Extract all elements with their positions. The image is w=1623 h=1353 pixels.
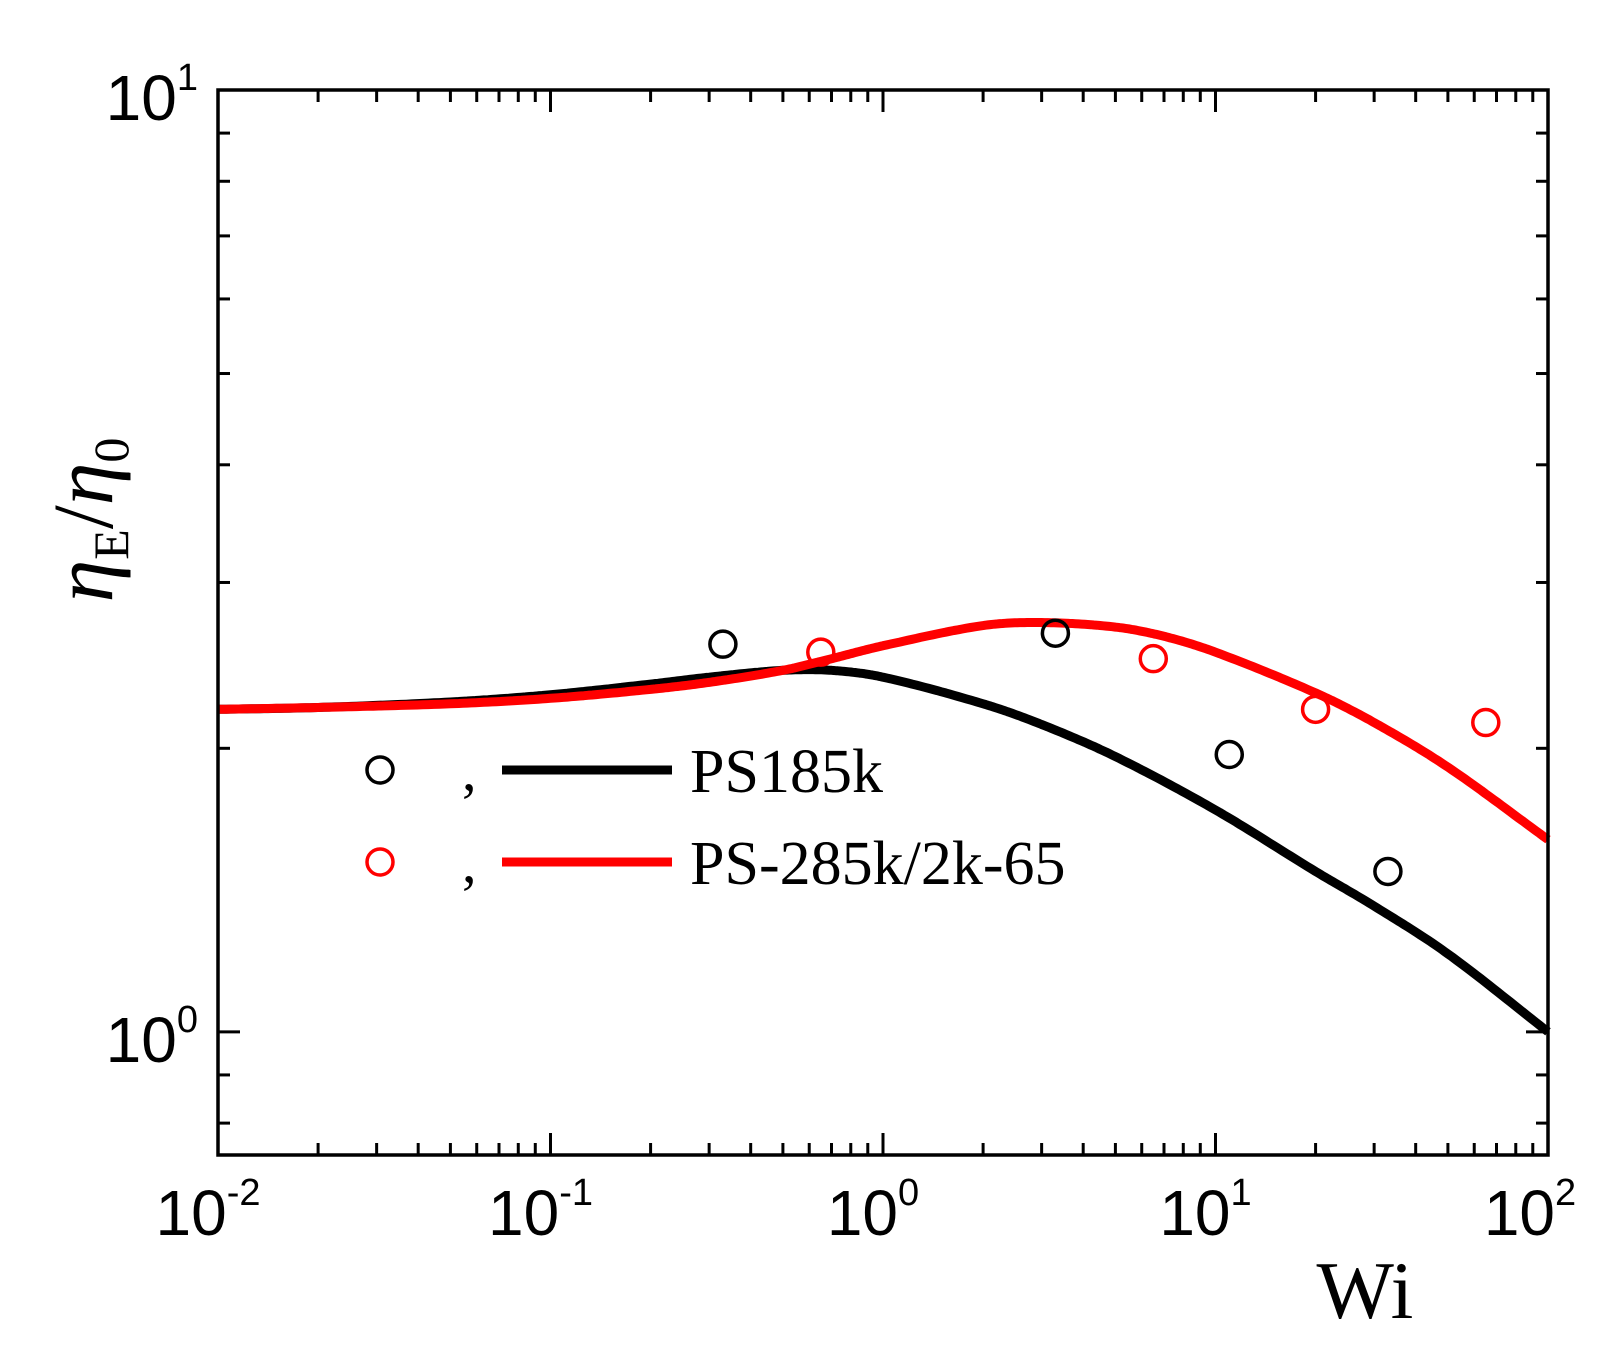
- legend-marker-ps285k: [365, 847, 395, 877]
- svg-text:ηE/η0: ηE/η0: [35, 438, 139, 603]
- curve-ps-285k-2k-65: [217, 618, 1551, 844]
- y-label-symbol: η: [35, 560, 131, 603]
- tick-marks: [216, 88, 1550, 1155]
- fit-curves: [217, 618, 1551, 1036]
- y-axis-label: ηE/η0: [35, 438, 139, 603]
- x-tick-label: 102: [1484, 1172, 1576, 1249]
- legend-marker-ps185k: [365, 755, 395, 785]
- x-tick-label: 10-1: [488, 1172, 593, 1249]
- y-label-sub2: 0: [83, 438, 139, 463]
- legend-label-ps285k: PS-285k/2k-65: [690, 830, 1065, 898]
- legend-label-ps185k: PS185k: [690, 738, 883, 806]
- data-points: [708, 618, 1501, 887]
- data-point-ps185k: [708, 629, 738, 659]
- data-point-ps-285k-2k-65: [806, 637, 836, 667]
- x-tick-labels: 10-2 10-1 100 101 102: [156, 1172, 1577, 1249]
- x-tick-label: 101: [1159, 1172, 1251, 1249]
- data-point-ps185k: [1040, 618, 1071, 648]
- y-label-symbol-2: η: [35, 463, 131, 506]
- legend: , PS185k , PS-285k/2k-65: [365, 738, 1065, 898]
- data-point-ps-285k-2k-65: [1471, 707, 1501, 738]
- y-tick-label: 101: [106, 57, 198, 134]
- y-label-slash: /: [35, 505, 131, 529]
- legend-separator-2: ,: [462, 830, 477, 895]
- data-point-ps-285k-2k-65: [1138, 643, 1169, 674]
- data-point-ps185k: [1373, 856, 1403, 887]
- legend-entry-ps285k: , PS-285k/2k-65: [365, 830, 1065, 898]
- y-label-sub1: E: [83, 529, 139, 560]
- y-tick-labels: 100 101: [106, 57, 198, 1076]
- data-point-ps-285k-2k-65: [1300, 694, 1331, 725]
- legend-entry-ps185k: , PS185k: [365, 738, 883, 806]
- legend-separator-1: ,: [462, 738, 477, 803]
- plot-frame: [216, 88, 1550, 1157]
- x-tick-label: 10-2: [156, 1172, 261, 1249]
- data-point-ps185k: [1214, 739, 1245, 770]
- x-axis-label: Wi: [1317, 1245, 1414, 1336]
- y-tick-label: 100: [106, 999, 198, 1076]
- x-tick-label: 100: [827, 1172, 919, 1249]
